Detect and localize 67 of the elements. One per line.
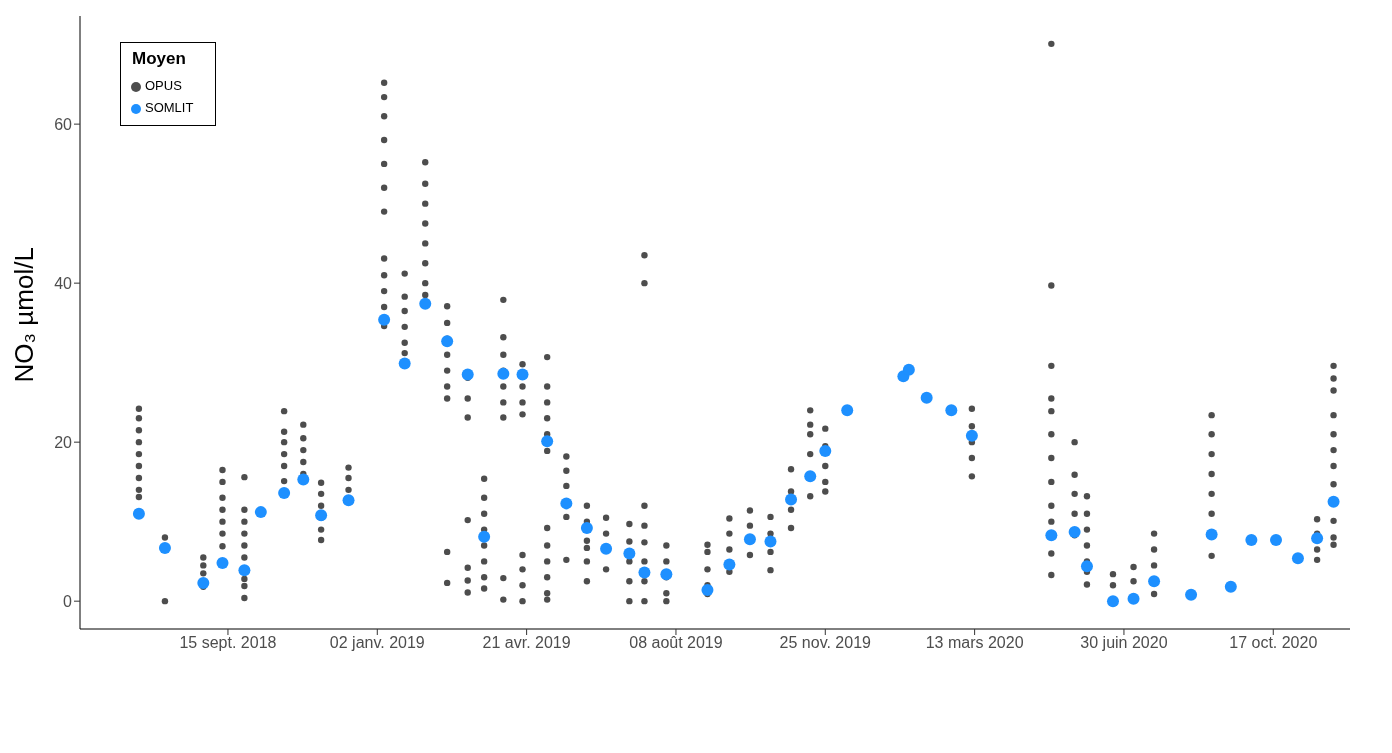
point: [1327, 495, 1340, 508]
x-tick-label: 30 juin 2020: [1080, 634, 1168, 652]
point: [1127, 592, 1140, 605]
point: [478, 530, 491, 543]
point: [197, 576, 210, 589]
y-tick-label: 40: [54, 274, 73, 292]
point: [1311, 532, 1324, 545]
point: [701, 584, 714, 597]
point: [398, 357, 411, 370]
point: [216, 557, 229, 570]
x-tick-label: 02 janv. 2019: [329, 634, 425, 652]
point: [804, 470, 817, 483]
point: [158, 541, 171, 554]
point: [441, 335, 454, 348]
point: [920, 391, 933, 404]
point: [1245, 533, 1258, 546]
point: [638, 566, 651, 579]
point: [623, 547, 636, 560]
y-tick-label: 60: [54, 115, 73, 133]
point: [297, 473, 310, 486]
point: [965, 429, 978, 442]
point: [342, 494, 355, 507]
legend-title: Moyen: [131, 48, 186, 69]
point: [764, 535, 777, 548]
point: [743, 533, 756, 546]
x-tick-label: 13 mars 2020: [925, 634, 1024, 652]
point: [723, 558, 736, 571]
y-tick-label: 20: [54, 433, 73, 451]
point: [1080, 560, 1093, 573]
x-tick-label: 25 nov. 2019: [779, 634, 872, 652]
point: [378, 313, 391, 326]
point: [600, 542, 613, 555]
y-tick-label: 0: [63, 592, 73, 610]
point: [516, 368, 529, 381]
point: [1185, 588, 1198, 601]
point: [1068, 526, 1081, 538]
point: [819, 444, 832, 457]
point: [461, 368, 474, 381]
point: [254, 506, 267, 519]
x-tick-label: 08 août 2019: [629, 634, 723, 652]
x-tick-label: 15 sept. 2018: [179, 634, 277, 652]
point: [315, 509, 328, 522]
point: [497, 367, 510, 380]
point: [1205, 528, 1218, 541]
point: [1148, 575, 1161, 588]
point: [1291, 552, 1304, 565]
point: [945, 404, 958, 417]
x-tick-label: 21 avr. 2019: [482, 634, 571, 652]
x-tick-label: 17 oct. 2020: [1229, 634, 1318, 652]
point: [660, 568, 673, 581]
point: [902, 363, 915, 376]
point: [419, 297, 432, 310]
point: [132, 507, 145, 520]
point: [841, 404, 854, 417]
point: [1270, 533, 1283, 546]
point: [560, 497, 573, 510]
point: [1224, 580, 1237, 593]
point: [278, 487, 291, 500]
point: [541, 435, 554, 448]
point: [238, 564, 251, 577]
legend-label: SOMLIT: [145, 100, 194, 115]
point: [1106, 595, 1119, 608]
y-axis-title: NO₃ µmol/L: [9, 247, 40, 383]
point: [1045, 529, 1058, 542]
point: [785, 493, 798, 506]
point: [580, 522, 593, 535]
legend-label: OPUS: [145, 78, 182, 93]
